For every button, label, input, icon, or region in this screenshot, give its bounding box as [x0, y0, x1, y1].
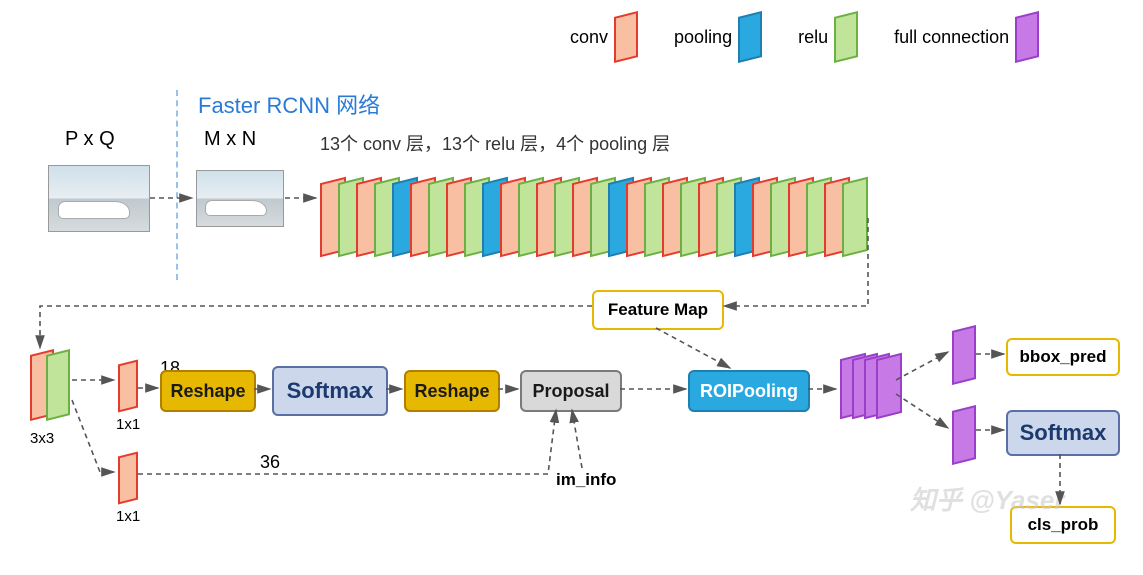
- softmax-box-1: Softmax: [272, 366, 388, 416]
- pq-label: P x Q: [65, 128, 115, 151]
- input-image-pq: [48, 165, 150, 232]
- reshape-1-label: Reshape: [170, 381, 245, 402]
- rpn-1x1-top-label: 1x1: [116, 416, 140, 433]
- rpn-3x3-label: 3x3: [30, 430, 54, 447]
- mn-label: M x N: [204, 128, 256, 151]
- im-info-label: im_info: [556, 470, 616, 490]
- cls-prob-box: cls_prob: [1010, 506, 1116, 544]
- softmax-2-label: Softmax: [1020, 420, 1107, 446]
- cls-prob-label: cls_prob: [1028, 515, 1099, 535]
- softmax-1-label: Softmax: [287, 378, 374, 404]
- legend-item-pooling: pooling: [674, 14, 762, 60]
- proposal-box: Proposal: [520, 370, 622, 412]
- diagram-title: Faster RCNN 网络: [198, 88, 380, 120]
- proposal-label: Proposal: [532, 381, 609, 402]
- separator-line: [176, 90, 178, 280]
- feature-map-box: Feature Map: [592, 290, 724, 330]
- rpn-1x1-bottom-label: 1x1: [116, 508, 140, 525]
- softmax-box-2: Softmax: [1006, 410, 1120, 456]
- legend-item-relu: relu: [798, 14, 858, 60]
- legend-item-full-connection: full connection: [894, 14, 1039, 60]
- roipooling-box: ROIPooling: [688, 370, 810, 412]
- bbox-pred-label: bbox_pred: [1020, 347, 1107, 367]
- input-image-mn: [196, 170, 284, 227]
- reshape-2-label: Reshape: [414, 381, 489, 402]
- legend-item-conv: conv: [570, 14, 638, 60]
- reshape-box-1: Reshape: [160, 370, 256, 412]
- rpn-36-label: 36: [260, 452, 280, 473]
- roipooling-label: ROIPooling: [700, 381, 798, 402]
- bbox-pred-box: bbox_pred: [1006, 338, 1120, 376]
- reshape-box-2: Reshape: [404, 370, 500, 412]
- feature-map-label: Feature Map: [608, 300, 708, 320]
- backbone-description: 13个 conv 层，13个 relu 层，4个 pooling 层: [320, 130, 670, 156]
- legend: conv pooling relu full connection: [570, 14, 1039, 60]
